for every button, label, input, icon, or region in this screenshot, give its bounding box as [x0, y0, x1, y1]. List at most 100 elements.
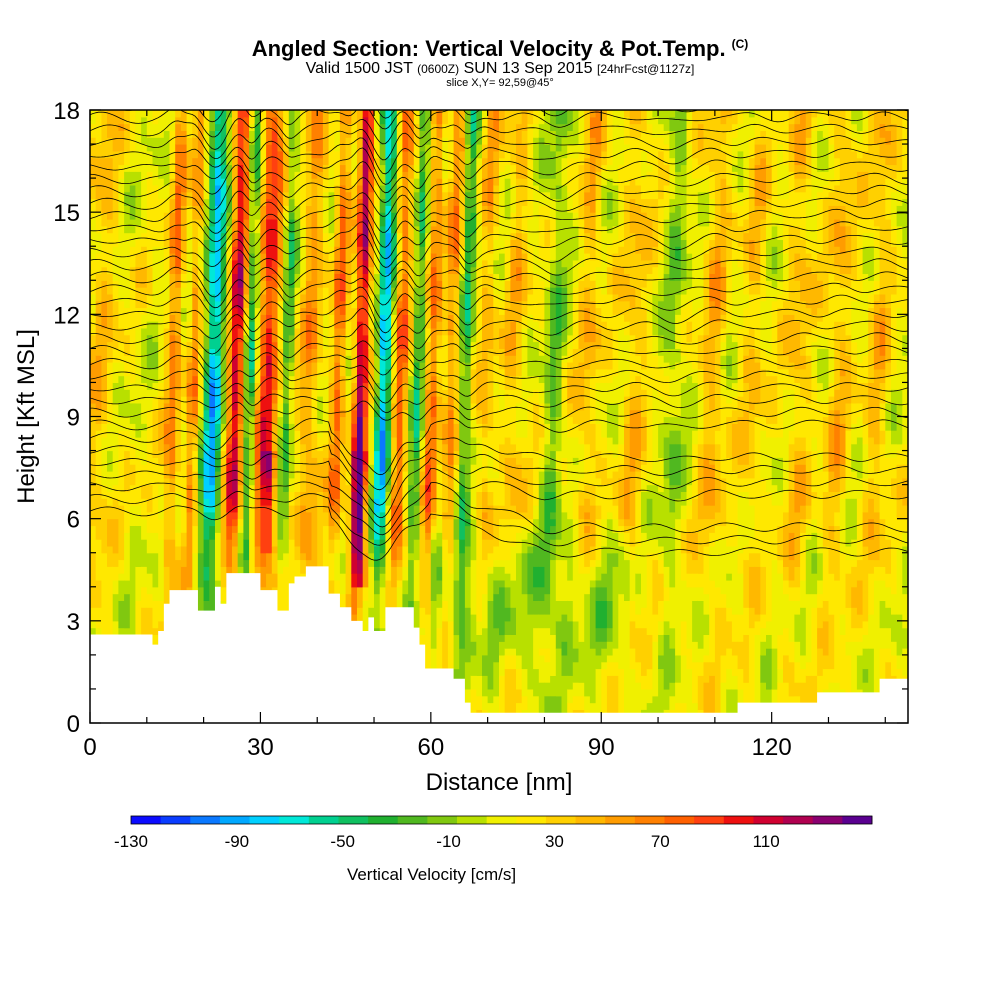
heatmap-cell	[658, 137, 665, 152]
heatmap-cell	[294, 205, 301, 220]
heatmap-cell	[129, 266, 137, 281]
heatmap-cell	[578, 110, 585, 152]
heatmap-cell	[589, 341, 597, 363]
heatmap-cell	[447, 198, 455, 213]
heatmap-cell	[510, 110, 517, 166]
heatmap-cell	[504, 178, 511, 220]
heatmap-cell	[368, 328, 375, 349]
heatmap-cell	[203, 450, 210, 499]
heatmap-cell	[385, 368, 392, 383]
heatmap-cell	[277, 287, 284, 302]
heatmap-cell	[879, 443, 886, 520]
heatmap-cell	[800, 607, 807, 656]
heatmap-cell	[419, 627, 426, 635]
heatmap-cell	[402, 368, 409, 383]
heatmap-cell	[476, 144, 483, 159]
heatmap-cell	[686, 362, 693, 377]
heatmap-cell	[175, 110, 182, 118]
heatmap-cell	[521, 525, 528, 540]
heatmap-cell	[487, 573, 494, 601]
heatmap-cell	[413, 178, 421, 193]
heatmap-cell	[146, 573, 154, 595]
heatmap-cell	[339, 511, 347, 533]
isentrope-line	[90, 263, 908, 298]
heatmap-cell	[595, 477, 602, 506]
heatmap-cell	[283, 225, 290, 268]
heatmap-cell	[754, 402, 761, 418]
heatmap-cell	[669, 682, 676, 697]
heatmap-cell	[663, 110, 670, 131]
heatmap-cell	[555, 198, 563, 261]
heatmap-cell	[90, 348, 97, 363]
heatmap-cell	[760, 219, 767, 240]
heatmap-cell	[680, 110, 688, 166]
heatmap-cell	[521, 205, 528, 234]
heatmap-cell	[197, 443, 205, 458]
heatmap-cell	[425, 430, 432, 452]
heatmap-cell	[425, 614, 432, 676]
heatmap-cell	[714, 246, 722, 261]
isentrope-line	[90, 249, 908, 284]
heatmap-cell	[425, 532, 432, 540]
heatmap-cell	[533, 389, 540, 404]
isentrope-line	[90, 137, 908, 175]
heatmap-cell	[197, 348, 205, 404]
heatmap-cell	[203, 130, 210, 200]
heatmap-cell	[731, 239, 739, 261]
heatmap-cell	[430, 511, 438, 520]
heatmap-cell	[459, 498, 466, 540]
heatmap-cell	[891, 178, 898, 193]
heatmap-cell	[374, 580, 381, 595]
heatmap-cell	[504, 648, 511, 656]
heatmap-cell	[794, 464, 801, 513]
heatmap-cell	[425, 491, 432, 513]
heatmap-cell	[714, 307, 722, 322]
heatmap-cell	[493, 150, 500, 186]
heatmap-cell	[391, 566, 398, 588]
heatmap-cell	[146, 266, 154, 295]
heatmap-cell	[624, 273, 631, 302]
heatmap-cell	[902, 545, 908, 595]
heatmap-cell	[788, 532, 795, 561]
heatmap-cell	[322, 375, 330, 431]
heatmap-cell	[260, 457, 267, 472]
heatmap-cell	[873, 110, 881, 145]
heatmap-cell	[328, 457, 335, 472]
heatmap-cell	[686, 287, 693, 302]
heatmap-cell	[317, 491, 324, 567]
heatmap-cell	[828, 491, 835, 527]
heatmap-cell	[896, 246, 903, 309]
heatmap-cell	[271, 130, 279, 220]
heatmap-cell	[635, 409, 642, 458]
heatmap-cell	[124, 532, 131, 581]
heatmap-cell	[567, 110, 574, 131]
heatmap-cell	[817, 130, 824, 172]
heatmap-cell	[118, 375, 125, 418]
heatmap-cell	[322, 164, 330, 179]
heatmap-cell	[146, 532, 154, 554]
heatmap-cell	[737, 641, 744, 670]
heatmap-cell	[697, 123, 705, 152]
heatmap-cell	[237, 552, 244, 567]
heatmap-cell	[680, 654, 688, 704]
heatmap-cell	[470, 436, 477, 465]
heatmap-cell	[385, 382, 392, 431]
heatmap-cell	[873, 566, 881, 581]
heatmap-cell	[572, 491, 580, 520]
heatmap-cell	[339, 355, 347, 377]
heatmap-cell	[703, 334, 710, 384]
heatmap-cell	[896, 443, 903, 452]
heatmap-cell	[822, 348, 830, 390]
heatmap-cell	[533, 273, 540, 322]
heatmap-cell	[618, 518, 625, 527]
heatmap-cell	[90, 607, 97, 622]
heatmap-cell	[192, 450, 199, 472]
heatmap-cell	[800, 164, 807, 179]
heatmap-cell	[567, 157, 574, 193]
heatmap-cell	[464, 525, 472, 547]
heatmap-cell	[447, 409, 455, 465]
heatmap-cell	[550, 178, 557, 200]
heatmap-cell	[368, 423, 375, 465]
heatmap-cell	[760, 654, 767, 683]
heatmap-cell	[107, 362, 114, 424]
